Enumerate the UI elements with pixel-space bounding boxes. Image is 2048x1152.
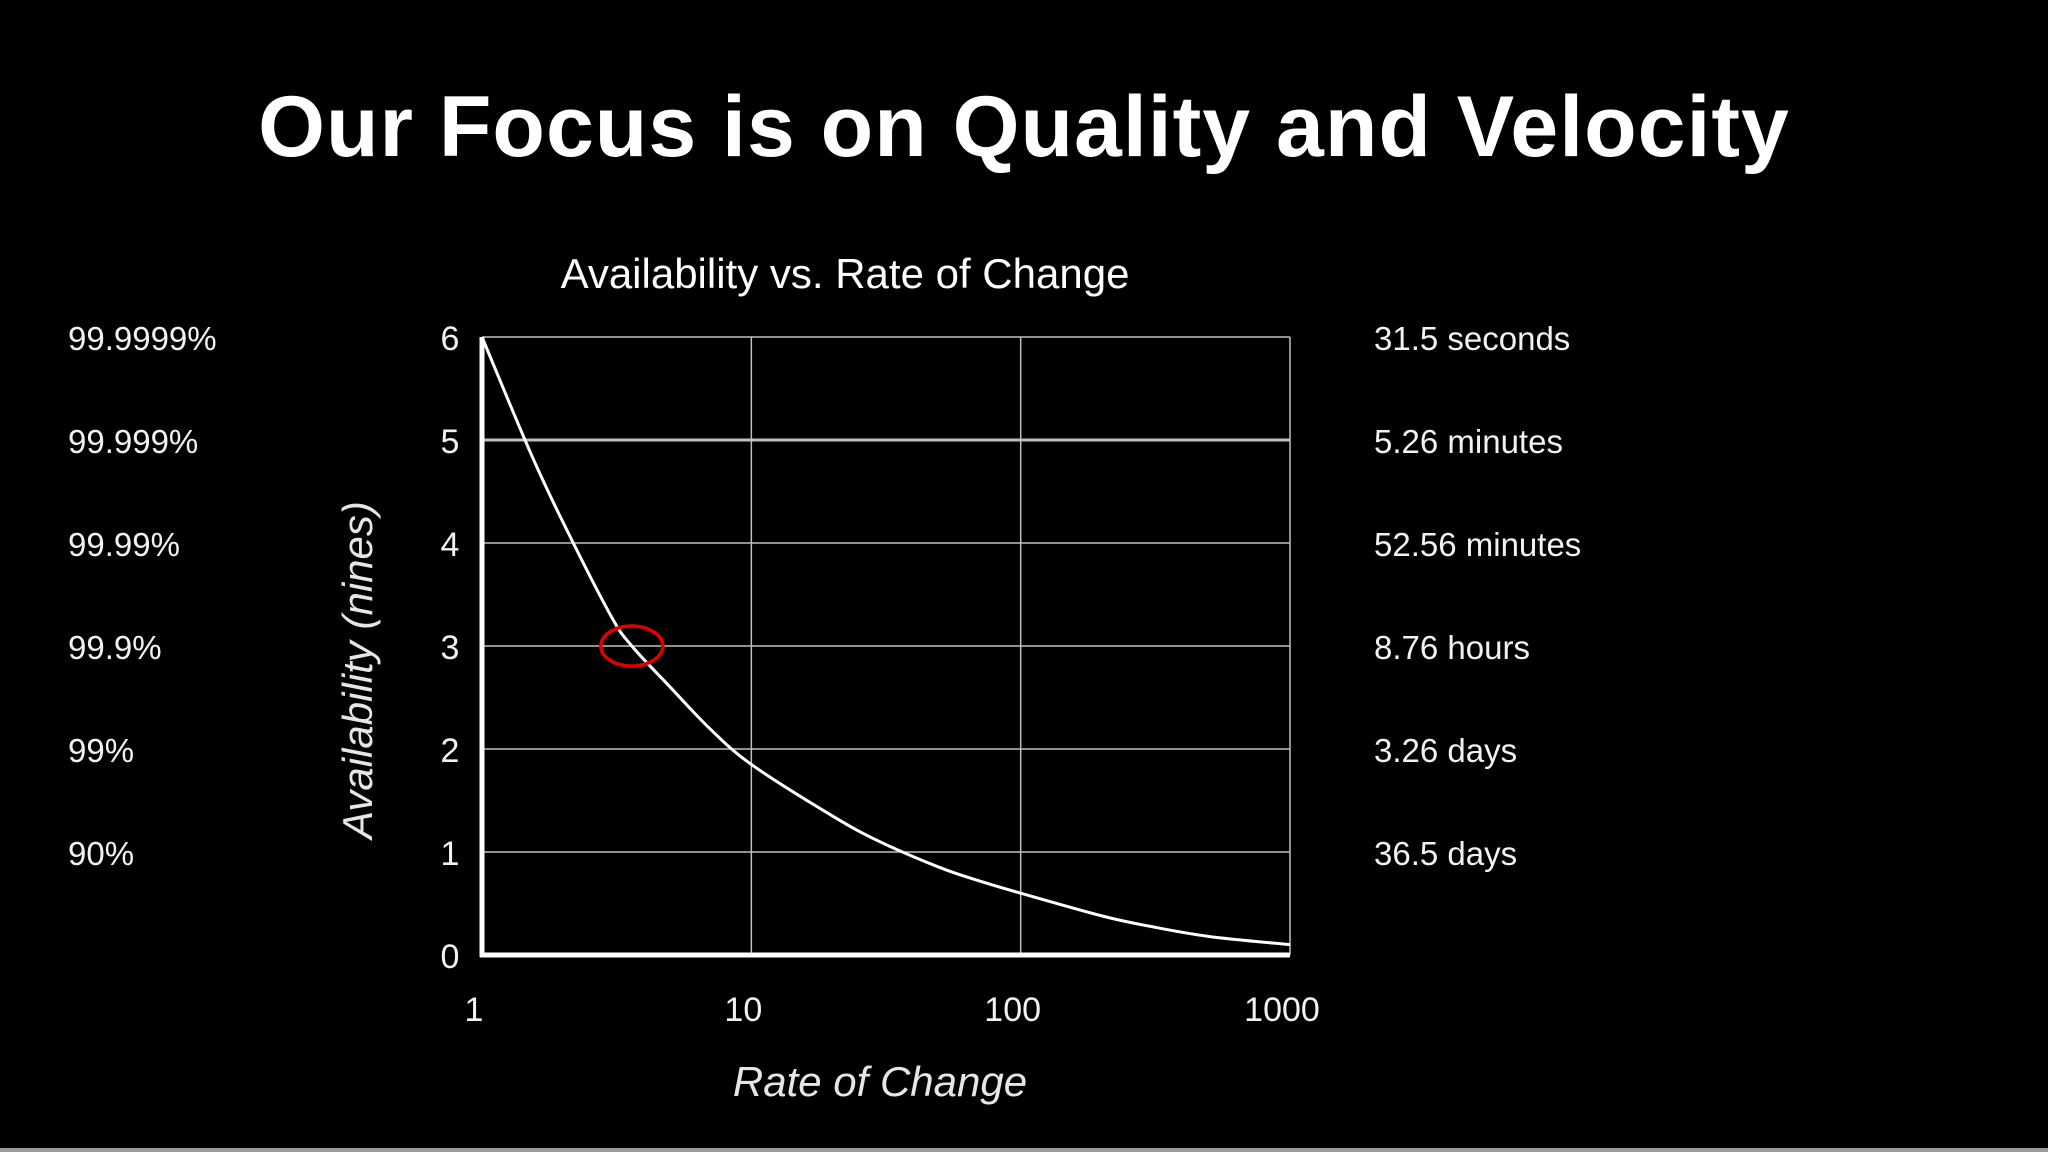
availability-percent-label: 90% (68, 835, 135, 872)
x-tick-label: 1 (465, 991, 484, 1029)
availability-percent-label: 99.999% (68, 423, 199, 460)
slide-title: Our Focus is on Quality and Velocity (258, 79, 1790, 175)
x-tick-label: 10 (724, 991, 762, 1029)
y-tick-label: 2 (441, 732, 460, 770)
downtime-label: 52.56 minutes (1374, 526, 1582, 563)
highlight-circle (599, 624, 665, 668)
chart-title: Availability vs. Rate of Change (561, 250, 1130, 297)
chart-axes (479, 337, 1290, 958)
availability-percent-label: 99.9% (68, 629, 162, 666)
availability-percent-label: 99.9999% (68, 320, 217, 357)
y-axis-label: Availability (nines) (334, 501, 381, 842)
y-tick-label: 3 (441, 629, 460, 667)
y-tick-label: 1 (441, 835, 460, 873)
downtime-label: 8.76 hours (1374, 629, 1530, 666)
x-tick-label: 100 (984, 991, 1041, 1029)
downtime-label: 3.26 days (1374, 732, 1518, 769)
chart-series (480, 336, 1291, 947)
downtime-label: 36.5 days (1374, 835, 1518, 872)
x-tick-label: 1000 (1244, 991, 1320, 1029)
chart-grid (482, 336, 1291, 955)
y-tick-label: 0 (441, 938, 460, 976)
bottom-divider (0, 1148, 2048, 1152)
y-tick-label: 5 (441, 423, 460, 461)
x-axis-label: Rate of Change (733, 1058, 1027, 1105)
downtime-label: 31.5 seconds (1374, 320, 1571, 357)
availability-curve (480, 336, 1291, 947)
y-tick-label: 4 (441, 526, 460, 564)
chart-annotations (599, 624, 665, 668)
availability-percent-label: 99.99% (68, 526, 180, 563)
downtime-label: 5.26 minutes (1374, 423, 1563, 460)
y-tick-label: 6 (441, 320, 460, 358)
availability-percent-label: 99% (68, 732, 135, 769)
